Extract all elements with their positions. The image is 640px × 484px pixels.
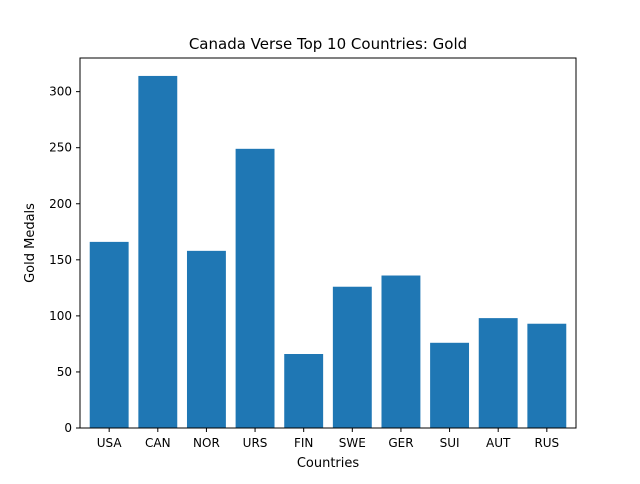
bar-ger <box>381 275 421 428</box>
bar-rus <box>527 323 567 428</box>
y-tick-label: 50 <box>57 365 72 379</box>
y-tick-label: 200 <box>49 197 72 211</box>
x-tick-label: NOR <box>193 436 220 450</box>
bar-swe <box>332 286 372 428</box>
x-tick-label: SWE <box>339 436 366 450</box>
x-tick-label: FIN <box>294 436 313 450</box>
x-tick-label: CAN <box>145 436 171 450</box>
bar-aut <box>478 318 518 428</box>
bar-nor <box>186 250 226 428</box>
x-tick-label: SUI <box>440 436 460 450</box>
y-tick-label: 250 <box>49 141 72 155</box>
y-tick-label: 0 <box>64 421 72 435</box>
bar-fin <box>284 354 324 428</box>
x-tick-label: AUT <box>486 436 511 450</box>
bar-can <box>138 75 178 428</box>
axes-frame <box>79 57 577 429</box>
y-tick-label: 150 <box>49 253 72 267</box>
bar-sui <box>430 342 470 428</box>
x-tick-label: GER <box>388 436 413 450</box>
y-axis-label: Gold Medals <box>23 203 38 283</box>
bar-urs <box>235 148 275 428</box>
y-tick-label: 300 <box>49 85 72 99</box>
y-tick-label: 100 <box>49 309 72 323</box>
x-tick-label: URS <box>243 436 268 450</box>
x-tick-label: RUS <box>534 436 559 450</box>
x-tick-label: USA <box>97 436 123 450</box>
bar-usa <box>89 241 129 428</box>
plot-area: USA CAN NOR URS FIN SWE GER SUI AUT RUS 0 50 100 150 2… <box>49 75 567 450</box>
chart-title: Canada Verse Top 10 Countries: Gold <box>189 35 467 53</box>
x-axis-label: Countries <box>297 456 360 471</box>
